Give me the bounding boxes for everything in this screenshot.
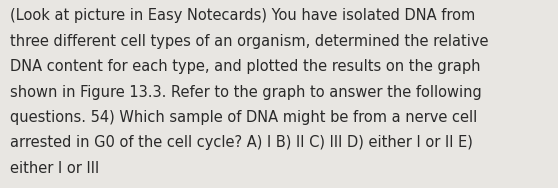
Text: (Look at picture in Easy Notecards) You have isolated DNA from: (Look at picture in Easy Notecards) You … xyxy=(10,8,475,24)
Text: three different cell types of an organism, determined the relative: three different cell types of an organis… xyxy=(10,34,489,49)
Text: arrested in G0 of the cell cycle? A) I B) II C) III D) either I or II E): arrested in G0 of the cell cycle? A) I B… xyxy=(10,135,473,150)
Text: questions. 54) Which sample of DNA might be from a nerve cell: questions. 54) Which sample of DNA might… xyxy=(10,110,477,125)
Text: DNA content for each type, and plotted the results on the graph: DNA content for each type, and plotted t… xyxy=(10,59,480,74)
Text: shown in Figure 13.3. Refer to the graph to answer the following: shown in Figure 13.3. Refer to the graph… xyxy=(10,85,482,100)
Text: either I or III: either I or III xyxy=(10,161,99,176)
